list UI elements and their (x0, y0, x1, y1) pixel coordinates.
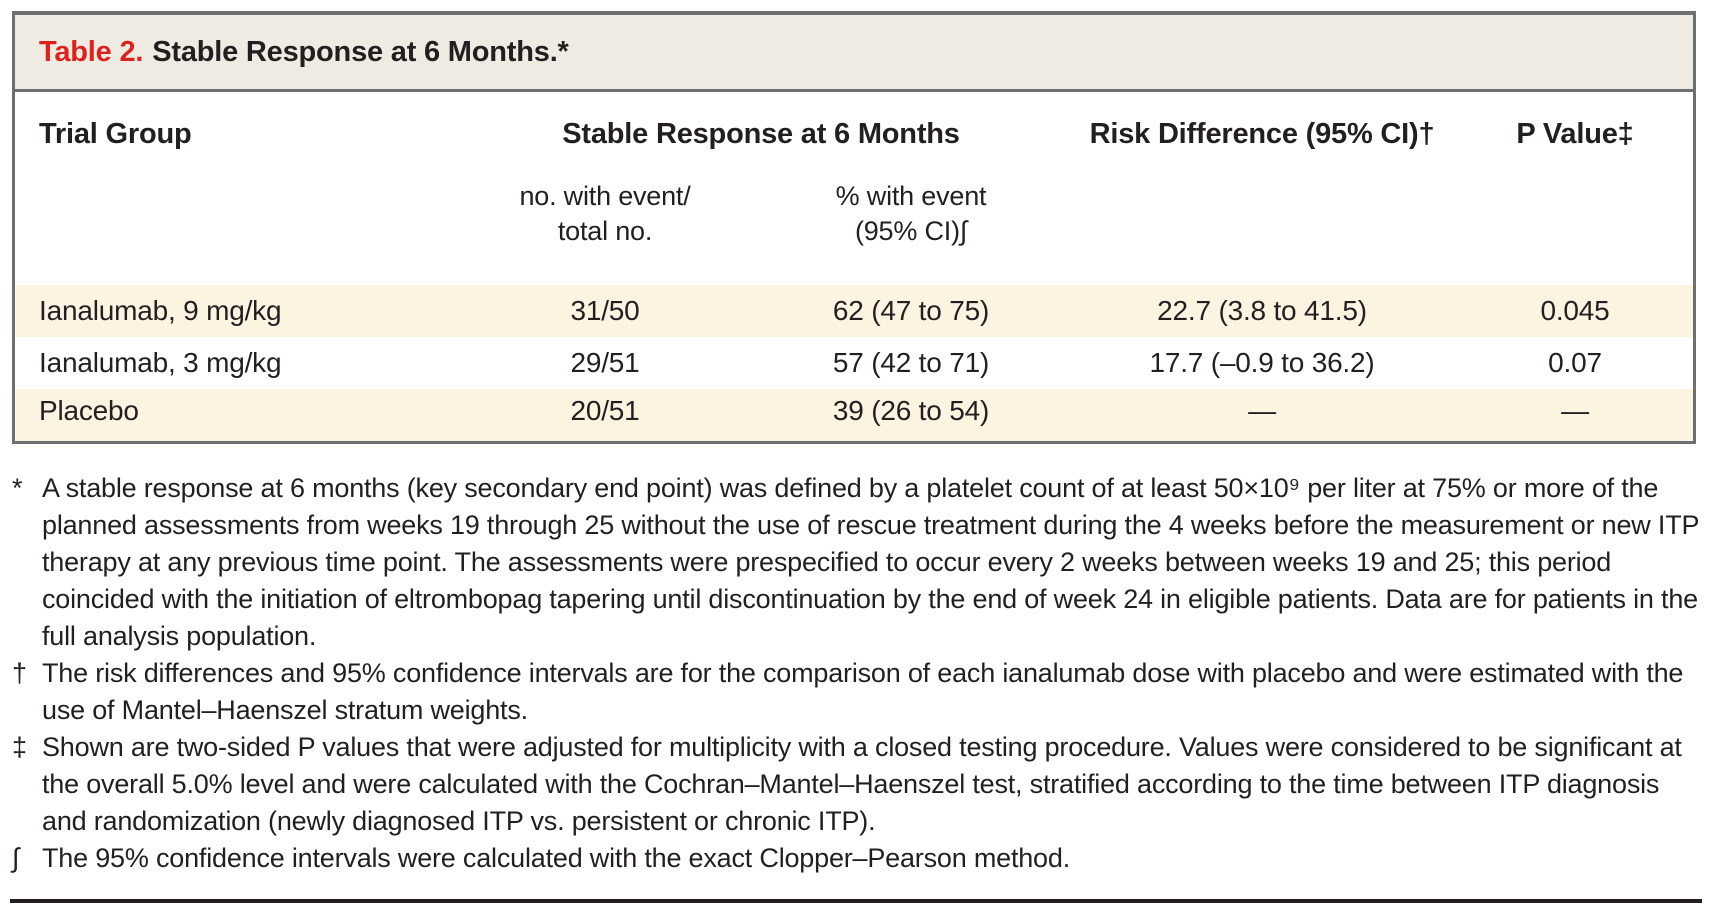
footnote-marker: † (12, 658, 27, 688)
subheader-percent-with-event: % with event (95% CI)∫ (835, 181, 987, 246)
footnote-text: Shown are two-sided P values that were a… (42, 732, 1682, 836)
footnote-text: The risk differences and 95% confidence … (42, 658, 1684, 725)
cell-percent: 62 (47 to 75) (832, 295, 990, 326)
cell-p-value: — (1561, 395, 1589, 426)
footnote-double-dagger: ‡ Shown are two-sided P values that were… (12, 729, 1700, 840)
footnotes-section: * A stable response at 6 months (key sec… (12, 470, 1700, 877)
table-title-bar: Table 2. Stable Response at 6 Months.* (15, 15, 1693, 92)
footnote-asterisk: * A stable response at 6 months (key sec… (12, 470, 1700, 655)
cell-group: Ianalumab, 9 mg/kg (39, 295, 282, 326)
cell-percent: 39 (26 to 54) (832, 395, 990, 426)
cell-group: Placebo (39, 395, 139, 426)
cell-risk-diff: 17.7 (–0.9 to 36.2) (1149, 347, 1375, 378)
footnote-text: A stable response at 6 months (key secon… (42, 473, 1699, 651)
table-row-ianalumab-3: Ianalumab, 3 mg/kg 29/51 57 (42 to 71) 1… (15, 337, 1693, 389)
table-row-ianalumab-9: Ianalumab, 9 mg/kg 31/50 62 (47 to 75) 2… (15, 285, 1693, 337)
footnote-marker: ∫ (12, 843, 20, 873)
table-header: Trial Group Stable Response at 6 Months … (15, 92, 1693, 285)
cell-p-value: 0.045 (1540, 295, 1610, 326)
footnote-marker: * (12, 473, 23, 503)
column-header-p-value: P Value‡ (1516, 118, 1634, 150)
cell-percent: 57 (42 to 71) (832, 347, 990, 378)
cell-events: 29/51 (570, 347, 640, 378)
subheader-empty-2 (1067, 151, 1457, 285)
cell-events: 31/50 (570, 295, 640, 326)
cell-group: Ianalumab, 3 mg/kg (39, 347, 282, 378)
footnote-section-mark: ∫ The 95% confidence intervals were calc… (12, 840, 1700, 877)
footnote-dagger: † The risk differences and 95% confidenc… (12, 655, 1700, 729)
column-header-stable-response-group: Stable Response at 6 Months (562, 118, 960, 150)
header-row-sub: no. with event/ total no. % with event (… (15, 151, 1693, 285)
column-header-trial-group: Trial Group (39, 118, 192, 150)
footnote-text: The 95% confidence intervals were calcul… (42, 843, 1070, 873)
footnote-marker: ‡ (12, 732, 27, 762)
table-title-text: Stable Response at 6 Months.* (152, 36, 569, 68)
table-body: Ianalumab, 9 mg/kg 31/50 62 (47 to 75) 2… (15, 285, 1693, 441)
results-table: Trial Group Stable Response at 6 Months … (15, 92, 1693, 441)
table-number-label: Table 2. (39, 36, 144, 68)
column-header-risk-difference: Risk Difference (95% CI)† (1089, 118, 1435, 150)
subheader-no-with-event: no. with event/ total no. (519, 181, 691, 246)
cell-risk-diff: — (1248, 395, 1276, 426)
header-row-main: Trial Group Stable Response at 6 Months … (15, 92, 1693, 151)
table-row-placebo: Placebo 20/51 39 (26 to 54) — — (15, 389, 1693, 441)
subheader-empty-3 (1457, 151, 1693, 285)
subheader-empty-1 (15, 151, 455, 285)
table2-container: Table 2. Stable Response at 6 Months.* Tr… (12, 11, 1696, 444)
page-bottom-rule (10, 899, 1702, 903)
cell-risk-diff: 22.7 (3.8 to 41.5) (1157, 295, 1367, 326)
cell-p-value: 0.07 (1548, 347, 1602, 378)
cell-events: 20/51 (570, 395, 640, 426)
